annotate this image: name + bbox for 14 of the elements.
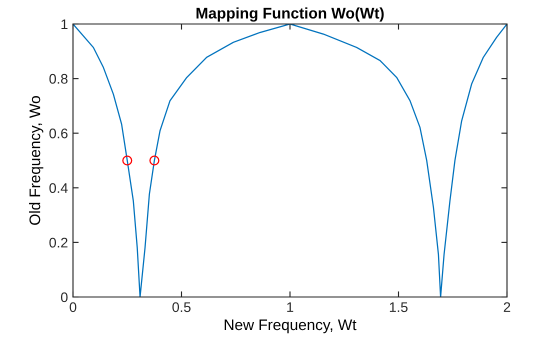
y-tick-label: 0.6	[49, 128, 68, 138]
y-tick-label: 1	[61, 19, 68, 30]
x-tick-label: 1	[287, 302, 294, 312]
x-tick-label: 2	[504, 302, 510, 312]
y-axis-title: Old Frequency, Wo	[29, 96, 44, 225]
y-tick-label: 0.2	[49, 238, 68, 248]
x-tick-label: 0	[70, 302, 76, 312]
y-tick-label: 0.8	[49, 74, 68, 84]
y-tick-label: 0.4	[49, 183, 68, 193]
x-tick-label: 0.5	[172, 302, 191, 312]
x-tick-label: 1.5	[390, 302, 408, 312]
y-tick-label: 0	[60, 292, 68, 302]
x-axis-title: New Frequency, Wt	[224, 320, 356, 334]
chart-title: Mapping Function Wo(Wt)	[196, 7, 384, 22]
